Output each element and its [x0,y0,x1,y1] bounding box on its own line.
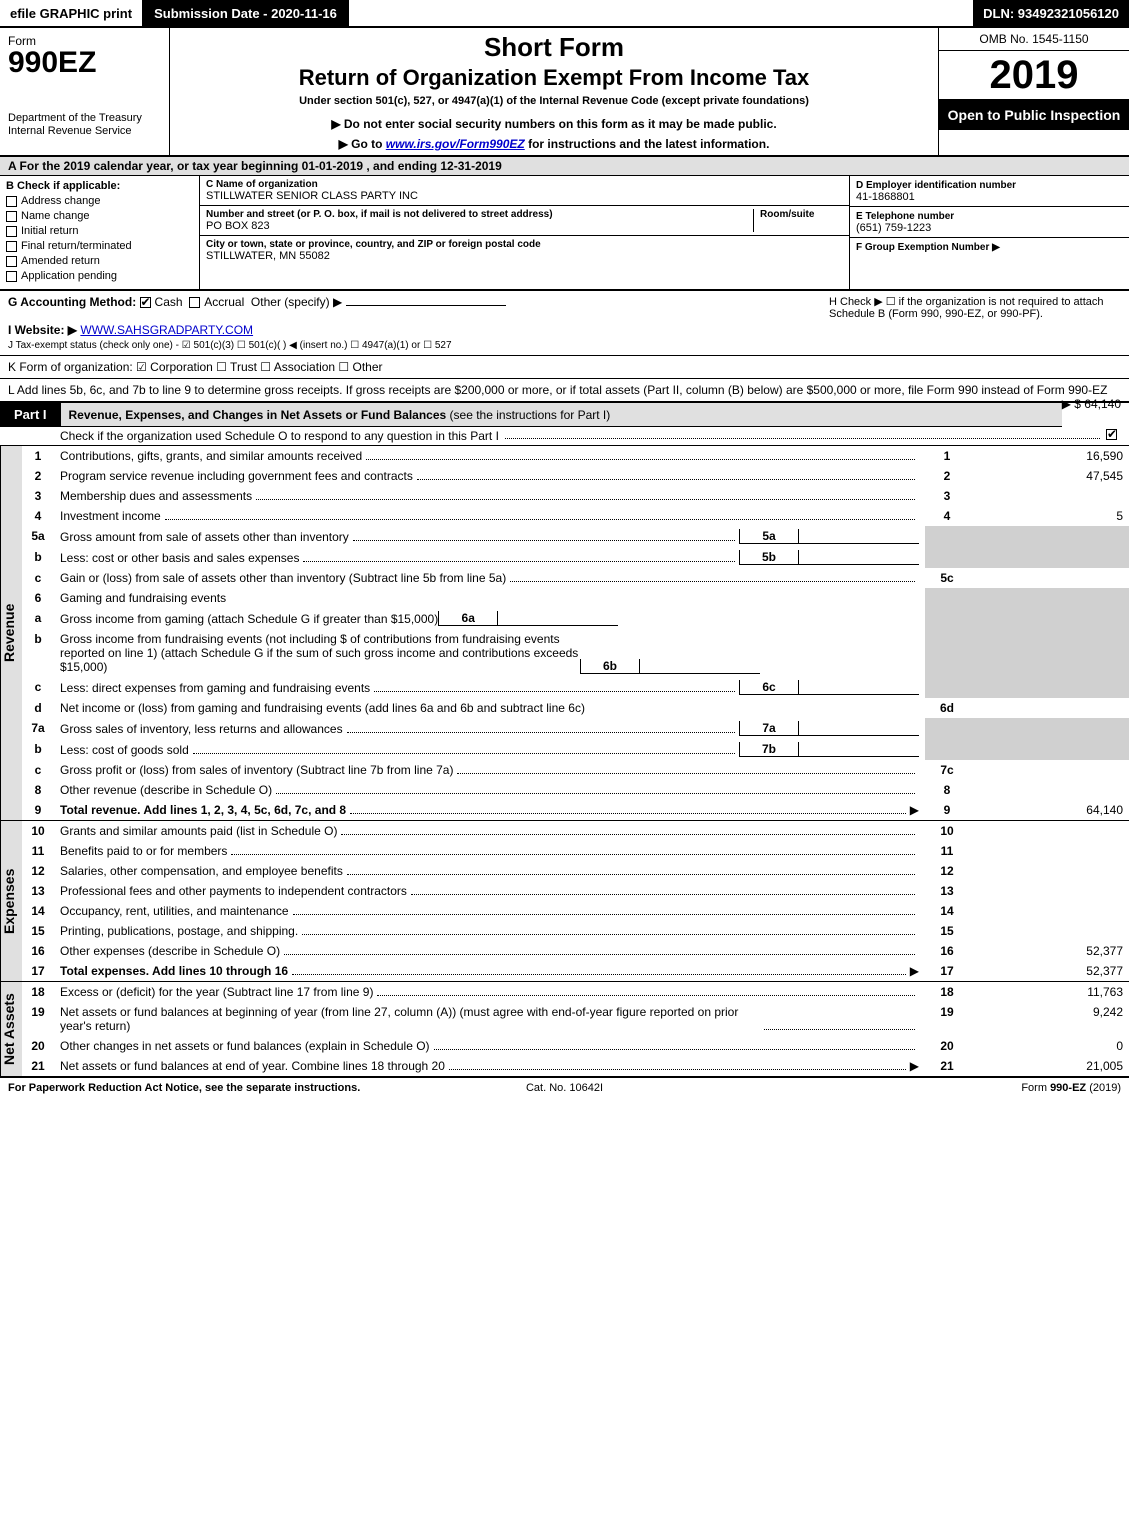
line-g-label: G Accounting Method: [8,295,136,309]
val-18: 11,763 [969,982,1129,1002]
efile-print[interactable]: efile GRAPHIC print [0,0,144,26]
form-footer: Form 990-EZ (2019) [750,1082,1121,1094]
val-21: 21,005 [969,1056,1129,1076]
chk-name-change[interactable] [6,211,17,222]
val-4: 5 [969,506,1129,526]
short-form-title: Short Form [178,32,930,63]
revenue-side-label: Revenue [0,446,22,820]
chk-initial-return[interactable] [6,226,17,237]
form-id-block: Form 990EZ Department of the Treasury In… [0,28,170,155]
val-3 [969,486,1129,506]
line-k: K Form of organization: ☑ Corporation ☐ … [0,356,1129,379]
line-g-h: G Accounting Method: Cash Accrual Other … [0,291,1129,356]
city: STILLWATER, MN 55082 [206,250,330,262]
submission-date: Submission Date - 2020-11-16 [144,0,349,26]
chk-application-pending[interactable] [6,271,17,282]
chk-address-change[interactable] [6,196,17,207]
under-section: Under section 501(c), 527, or 4947(a)(1)… [178,95,930,107]
part1-header: Part I Revenue, Expenses, and Changes in… [0,403,1062,427]
room-label: Room/suite [760,209,843,220]
cat-no: Cat. No. 10642I [379,1082,750,1094]
paperwork-notice: For Paperwork Reduction Act Notice, see … [8,1082,379,1094]
part1-title: Revenue, Expenses, and Changes in Net As… [69,408,447,422]
org-name-label: C Name of organization [206,179,843,190]
header-title-block: Short Form Return of Organization Exempt… [170,28,939,155]
topbar: efile GRAPHIC print Submission Date - 20… [0,0,1129,28]
irs-link[interactable]: www.irs.gov/Form990EZ [386,137,525,151]
line-i-label: I Website: ▶ [8,323,77,337]
open-to-public: Open to Public Inspection [939,100,1129,130]
city-label: City or town, state or province, country… [206,239,843,250]
website-link[interactable]: WWW.SAHSGRADPARTY.COM [80,323,253,337]
ein: 41-1868801 [856,191,915,203]
chk-final-return[interactable] [6,241,17,252]
part1-tab: Part I [0,403,61,426]
topbar-spacer [349,0,973,26]
ein-label: D Employer identification number [856,180,1016,191]
omb-number: OMB No. 1545-1150 [939,28,1129,51]
chk-cash[interactable] [140,297,151,308]
box-def: D Employer identification number 41-1868… [849,176,1129,289]
tax-year: 2019 [939,51,1129,100]
goto-link-line: ▶ Go to www.irs.gov/Form990EZ for instru… [178,137,930,151]
chk-accrual[interactable] [189,297,200,308]
street: PO BOX 823 [206,220,270,232]
line-j: J Tax-exempt status (check only one) - ☑… [8,340,452,351]
header-right-block: OMB No. 1545-1150 2019 Open to Public In… [939,28,1129,155]
revenue-table: 1 Contributions, gifts, grants, and simi… [22,446,1129,820]
netassets-table: 18 Excess or (deficit) for the year (Sub… [22,982,1129,1076]
line-a-taxyear: A For the 2019 calendar year, or tax yea… [0,157,1129,176]
val-16: 52,377 [969,941,1129,961]
box-b: B Check if applicable: Address change Na… [0,176,200,289]
group-exemption-label: F Group Exemption Number ▶ [856,242,1000,253]
val-2: 47,545 [969,466,1129,486]
val-9: 64,140 [969,800,1129,820]
phone-label: E Telephone number [856,211,954,222]
line-l: L Add lines 5b, 6c, and 7b to line 9 to … [0,379,1129,403]
val-1: 16,590 [969,446,1129,466]
part1-title-note: (see the instructions for Part I) [450,408,611,422]
revenue-section: Revenue 1 Contributions, gifts, grants, … [0,446,1129,821]
gross-receipts: 64,140 [1084,397,1121,411]
form-header: Form 990EZ Department of the Treasury In… [0,28,1129,157]
form-number: 990EZ [8,48,161,78]
street-label: Number and street (or P. O. box, if mail… [206,209,753,220]
chk-sched-o[interactable] [1106,429,1117,440]
line-h: H Check ▶ ☐ if the organization is not r… [821,295,1121,351]
page-footer: For Paperwork Reduction Act Notice, see … [0,1076,1129,1094]
val-17: 52,377 [969,961,1129,981]
netassets-side-label: Net Assets [0,982,22,1076]
dept-treasury: Department of the Treasury Internal Reve… [8,112,161,138]
phone: (651) 759-1223 [856,222,931,234]
expenses-table: 10 Grants and similar amounts paid (list… [22,821,1129,981]
org-name: STILLWATER SENIOR CLASS PARTY INC [206,190,418,202]
info-block: B Check if applicable: Address change Na… [0,176,1129,291]
ssn-warning: ▶ Do not enter social security numbers o… [178,117,930,131]
chk-amended-return[interactable] [6,256,17,267]
val-20: 0 [969,1036,1129,1056]
box-b-title: B Check if applicable: [6,180,193,192]
box-c: C Name of organization STILLWATER SENIOR… [200,176,849,289]
expenses-side-label: Expenses [0,821,22,981]
expenses-section: Expenses 10 Grants and similar amounts p… [0,821,1129,982]
return-title: Return of Organization Exempt From Incom… [178,65,930,91]
netassets-section: Net Assets 18 Excess or (deficit) for th… [0,982,1129,1076]
sched-o-line: Check if the organization used Schedule … [0,427,1129,446]
dln: DLN: 93492321056120 [973,0,1129,26]
val-19: 9,242 [969,1002,1129,1036]
